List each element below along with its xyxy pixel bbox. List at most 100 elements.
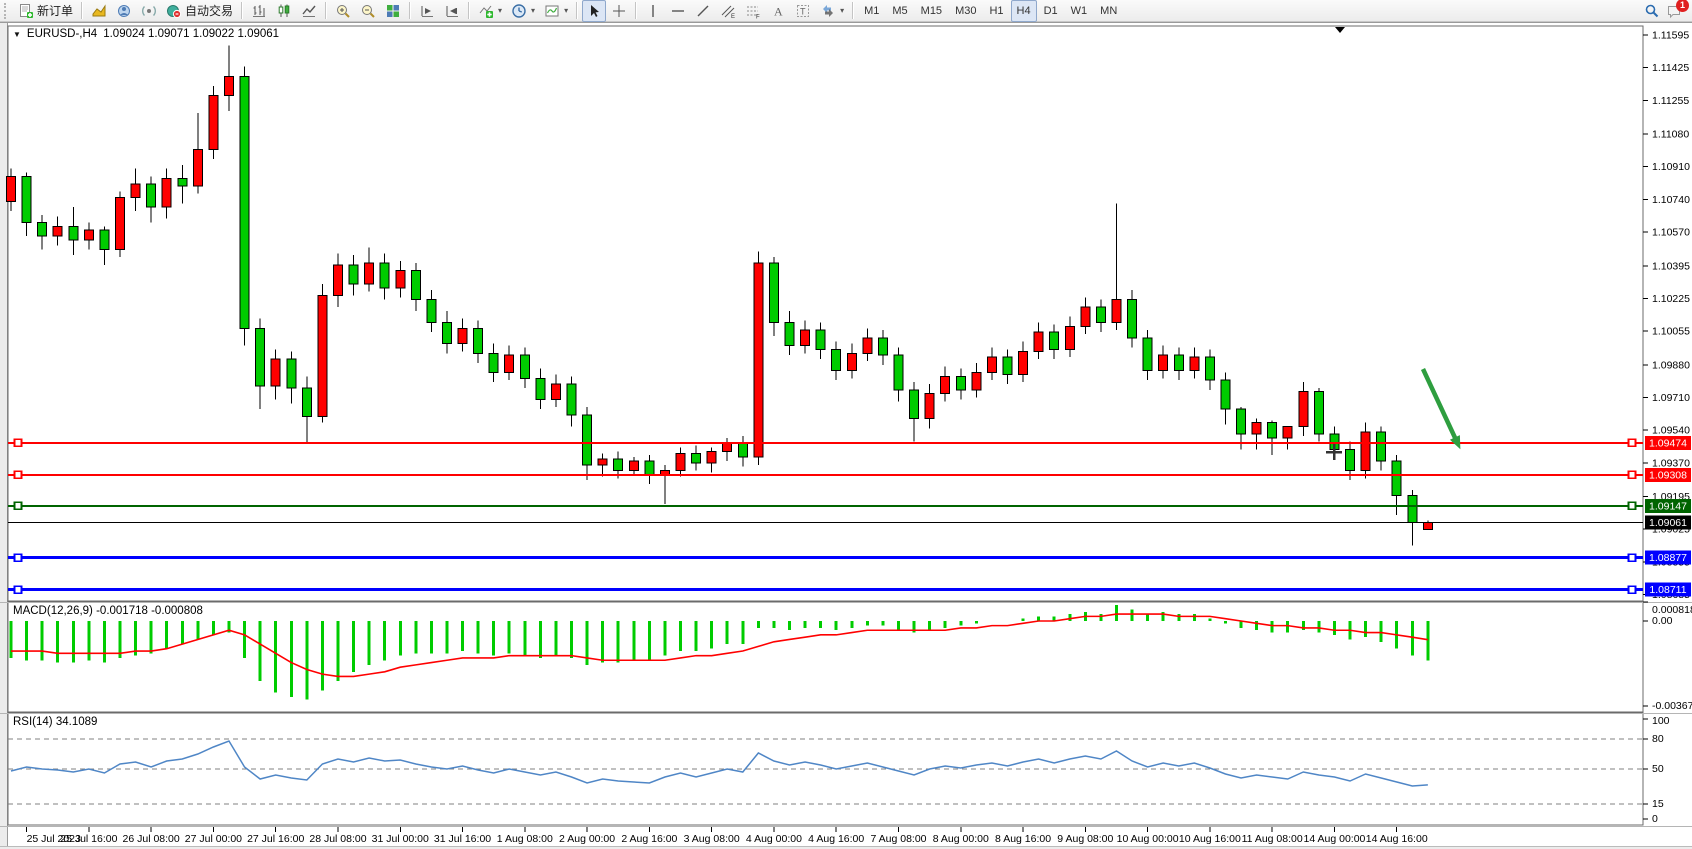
signal-button[interactable] (137, 0, 161, 22)
bull-candle (114, 197, 125, 250)
arrows-tool-button[interactable]: ▾ (816, 0, 848, 22)
auto-scroll-button[interactable] (415, 0, 439, 22)
time-axis-label: 31 Jul 00:00 (372, 833, 429, 845)
bear-candle (613, 458, 624, 472)
bear-candle (1204, 356, 1215, 381)
bar-chart-button[interactable] (247, 0, 271, 22)
indicators-button[interactable]: ▾ (474, 0, 506, 22)
bear-candle (877, 337, 888, 356)
line-drag-handle[interactable] (13, 501, 23, 511)
one-click-expander-icon[interactable]: ▼ (13, 29, 21, 39)
bear-candle (1267, 422, 1278, 439)
timeframe-m15-button[interactable]: M15 (920, 4, 943, 17)
bull-candle (208, 95, 219, 150)
market-watch-button[interactable] (87, 0, 111, 22)
svg-text:A: A (774, 4, 783, 18)
trend-arrow-annotation[interactable] (1420, 368, 1460, 443)
periods-button[interactable]: ▾ (507, 0, 539, 22)
macd-signal-line (11, 613, 1428, 678)
bull-candle (706, 450, 717, 464)
macd-axis-label: 0.000818 (1652, 604, 1692, 616)
price-axis-tick-label: 1.10225 (1652, 293, 1690, 305)
crosshair-tool-button[interactable] (607, 0, 631, 22)
bear-candle (301, 387, 312, 418)
tile-windows-button[interactable] (381, 0, 405, 22)
line-drag-handle[interactable] (13, 438, 23, 448)
timeframe-m30-button[interactable]: M30 (955, 4, 977, 17)
line-drag-handle[interactable] (13, 553, 23, 562)
bull-candle (332, 264, 343, 297)
timeframe-mn-button[interactable]: MN (1100, 4, 1118, 17)
chevron-down-icon: ▾ (498, 6, 503, 15)
timeframe-h4-button[interactable]: H4 (1010, 0, 1037, 22)
bear-candle (1220, 379, 1231, 410)
vertical-line-tool-button[interactable] (641, 0, 665, 22)
line-drag-handle[interactable] (1627, 470, 1637, 480)
timeframe-w1-button[interactable]: W1 (1070, 4, 1088, 17)
bear-candle (146, 183, 157, 208)
chart-shift-marker-icon[interactable] (1335, 27, 1345, 33)
price-line-axis-label-box (1645, 582, 1691, 597)
fibonacci-tool-button[interactable]: F (741, 0, 765, 22)
auto-trading-button[interactable]: 自动交易 (162, 0, 237, 22)
bull-candle (1189, 356, 1200, 372)
bear-candle (410, 270, 421, 300)
timeframe-m1-button[interactable]: M1 (864, 4, 880, 17)
line-drag-handle[interactable] (1627, 585, 1637, 594)
bull-candle (1064, 325, 1075, 350)
line-drag-handle[interactable] (13, 470, 23, 480)
price-line-axis-label: 1.08711 (1649, 584, 1686, 596)
time-axis-label: 10 Aug 16:00 (1179, 833, 1241, 845)
toolbar-grip[interactable] (4, 2, 11, 19)
new-order-button[interactable]: 新订单 (14, 0, 77, 22)
bull-candle (270, 358, 281, 387)
bull-candle (6, 175, 16, 202)
search-icon[interactable] (1644, 3, 1660, 19)
macd-name: MACD(12,26,9) (13, 605, 93, 617)
bear-candle (831, 348, 842, 372)
bull-candle (971, 372, 982, 391)
bull-candle (722, 443, 733, 452)
timeframe-d1-button[interactable]: D1 (1043, 4, 1058, 17)
time-axis-label: 14 Aug 16:00 (1366, 833, 1428, 845)
line-drag-handle[interactable] (1627, 501, 1637, 511)
bull-candle (192, 148, 203, 187)
line-drag-handle[interactable] (1627, 438, 1637, 448)
bear-candle (239, 75, 250, 329)
bear-candle (1142, 337, 1153, 372)
zoom-in-button[interactable] (331, 0, 355, 22)
price-axis-tick-label: 1.09710 (1652, 392, 1690, 404)
bear-candle (426, 298, 437, 323)
timeframe-h1-button[interactable]: H1 (989, 4, 1004, 17)
main-price-panel[interactable] (7, 25, 1644, 602)
templates-button[interactable]: ▾ (540, 0, 572, 22)
bear-candle (644, 460, 655, 475)
price-chart-canvas[interactable]: 1.11595 1.11425 1.11255 1.11080 1.10910 1.107… (0, 23, 1692, 849)
equidistant-channel-icon: E (721, 5, 735, 19)
line-drag-handle[interactable] (1627, 553, 1637, 562)
bull-candle (1158, 354, 1169, 372)
trendline-tool-button[interactable] (691, 0, 715, 22)
navigator-button[interactable] (112, 0, 136, 22)
line-drag-handle[interactable] (13, 585, 23, 594)
chevron-down-icon: ▾ (564, 6, 569, 15)
bear-candle (815, 329, 826, 350)
cursor-tool-button[interactable] (582, 0, 607, 22)
zoom-out-button[interactable] (356, 0, 380, 22)
macd-panel[interactable] (7, 601, 1644, 713)
bull-candle (1422, 521, 1433, 530)
bull-candle (52, 225, 63, 237)
equidistant-channel-tool-button[interactable]: E (716, 0, 740, 22)
notifications-button[interactable]: 1 (1666, 0, 1689, 19)
timeframe-m5-button[interactable]: M5 (892, 4, 908, 17)
bull-candle (364, 262, 375, 285)
text-label-tool-button[interactable]: T (791, 0, 815, 22)
time-axis-label: 3 Aug 08:00 (684, 833, 740, 845)
horizontal-line-tool-button[interactable] (666, 0, 690, 22)
candlestick-chart-button[interactable] (272, 0, 296, 22)
chart-shift-button[interactable] (440, 0, 464, 22)
indicators-icon (479, 5, 494, 18)
bull-candle (940, 375, 951, 395)
line-chart-button[interactable] (297, 0, 321, 22)
text-tool-button[interactable]: A (766, 0, 790, 22)
